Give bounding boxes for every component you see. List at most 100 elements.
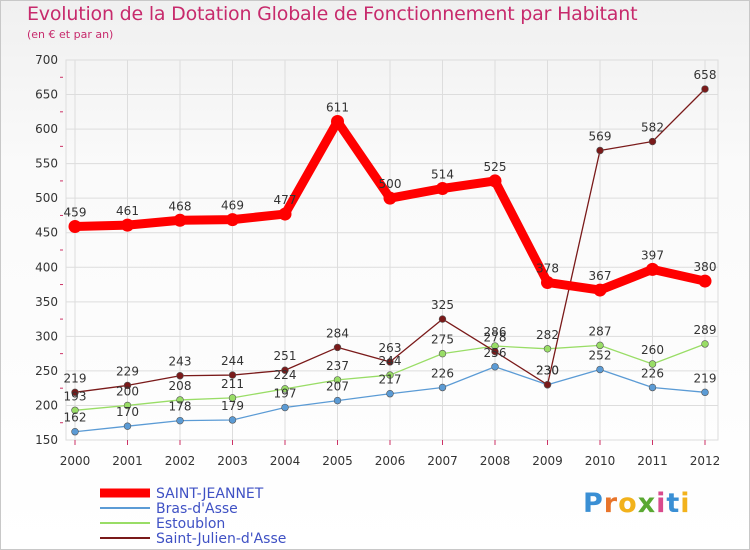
logo-letter: o [618,488,638,519]
data-label: 226 [431,366,454,380]
x-tick-label: 2002 [165,454,196,468]
data-label: 289 [694,323,717,337]
x-tick-label: 2000 [60,454,91,468]
data-point [386,390,394,398]
y-tick-label: 550 [35,157,58,171]
data-point [121,218,134,232]
data-point [333,343,342,352]
data-point [123,422,132,430]
y-tick-label: 650 [35,88,58,102]
data-label: 514 [431,168,454,182]
data-point [488,174,502,188]
data-label: 256 [484,346,507,360]
y-tick-label: 700 [35,53,58,67]
data-label: 244 [221,354,244,368]
data-label: 170 [116,405,139,419]
data-label: 582 [641,121,664,135]
data-label: 278 [484,331,507,345]
data-label: 219 [694,371,717,385]
data-point [383,191,397,205]
data-label: 284 [326,326,349,340]
data-label: 461 [116,204,139,218]
data-point [281,385,289,393]
data-point [386,371,394,379]
data-label: 243 [169,355,192,369]
x-tick-label: 2005 [322,454,353,468]
data-label: 230 [536,364,559,378]
data-label: 469 [221,199,244,213]
data-point [543,345,552,353]
data-point [646,262,659,276]
data-point [648,137,657,146]
data-label: 378 [536,261,559,275]
data-point [648,383,657,392]
data-point [438,383,447,392]
legend-label: SAINT-JEANNET [156,486,264,502]
data-label: 275 [431,333,454,347]
data-label: 197 [274,387,297,401]
data-point [438,315,447,323]
data-point [541,275,554,289]
data-label: 611 [326,100,349,114]
x-tick-label: 2008 [480,454,511,468]
data-label: 260 [641,343,664,357]
data-point [593,283,607,297]
data-point [123,381,132,390]
logo-letter: t [666,488,681,519]
x-tick-label: 2006 [375,454,406,468]
chart-title: Evolution de la Dotation Globale de Fonc… [27,3,638,25]
data-point [333,396,342,405]
data-point [281,403,289,412]
data-point [71,428,79,436]
data-label: 252 [589,349,612,363]
data-label: 367 [589,269,612,283]
data-label: 286 [484,325,507,339]
data-label: 217 [379,373,402,387]
data-point [701,340,709,348]
proxiti-logo: Proxiti [583,488,691,519]
legend-label: Bras-d'Asse [156,501,238,517]
data-label: 263 [379,341,402,355]
y-tick-label: 250 [35,364,58,378]
data-point [543,381,552,389]
x-tick-label: 2012 [690,454,721,468]
data-point [281,366,289,374]
data-label: 226 [641,366,664,380]
data-point [491,363,499,371]
data-label: 658 [694,68,717,82]
data-label: 237 [326,359,349,373]
data-point [228,416,237,424]
data-point [228,394,237,402]
chart-subtitle: (en € et par an) [27,28,114,41]
x-tick-label: 2003 [217,454,248,468]
data-label: 282 [536,328,559,342]
y-tick-label: 300 [35,329,58,343]
logo-letter: r [603,488,619,519]
data-point [333,376,342,384]
y-tick-label: 350 [35,295,58,309]
data-label: 200 [116,384,139,398]
logo-letter: x [637,488,657,519]
data-point [228,371,237,379]
data-label: 500 [379,177,402,191]
data-label: 325 [431,298,454,312]
data-point [648,360,657,368]
data-label: 251 [274,349,297,363]
x-tick-label: 2010 [585,454,616,468]
data-point [698,274,712,288]
data-label: 244 [379,354,402,368]
data-point [176,372,184,380]
data-point [596,146,604,155]
data-label: 477 [274,193,297,207]
y-tick-label: 150 [35,433,58,447]
data-point [438,349,447,358]
data-point [68,220,82,234]
data-label: 224 [274,368,297,382]
data-label: 229 [116,364,139,378]
y-tick-label: 400 [35,260,58,274]
data-label: 208 [169,379,192,393]
y-tick-label: 600 [35,122,58,136]
data-point [436,182,449,196]
